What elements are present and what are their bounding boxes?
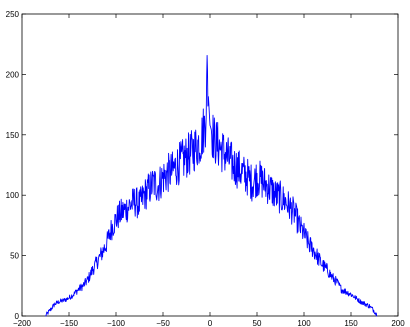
x-tick-label: −50 — [156, 319, 170, 327]
tick-labels: −200 −150 −100 −50 0 50 100 150 200 0 50 100 150 200 2… — [6, 10, 406, 327]
x-tick-label: −100 — [107, 319, 126, 327]
x-tick-label: 100 — [297, 319, 311, 327]
y-tick-label: 150 — [6, 131, 20, 140]
x-tick-label: 50 — [253, 319, 262, 327]
y-tick-label: 250 — [6, 10, 20, 19]
y-tick-label: 200 — [6, 70, 20, 79]
y-tick-label: 0 — [15, 312, 20, 321]
x-tick-label: 200 — [391, 319, 405, 327]
series-line — [45, 54, 378, 317]
x-tick-label: 0 — [208, 319, 213, 327]
x-tick-label: 150 — [344, 319, 358, 327]
x-tick-label: −200 — [13, 319, 32, 327]
y-tick-label: 50 — [10, 252, 19, 261]
y-tick-label: 100 — [6, 191, 20, 200]
tick-marks — [21, 13, 399, 317]
plot-area — [21, 13, 399, 317]
x-tick-label: −150 — [60, 319, 79, 327]
